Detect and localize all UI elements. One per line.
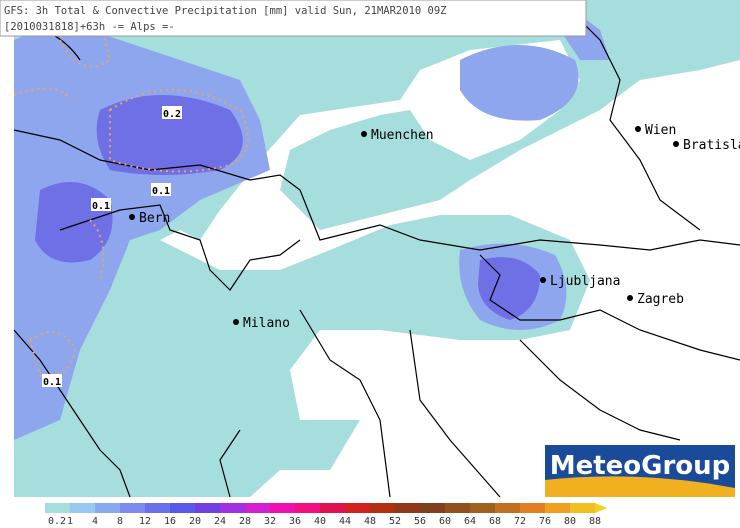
legend-label: 44 <box>339 516 351 527</box>
legend-swatch <box>545 503 570 513</box>
city-dot <box>129 214 135 220</box>
contour-label-box <box>162 106 182 119</box>
cities: Muenchen Wien Bratisla Bern Ljubljana Zagreb M… <box>129 123 740 331</box>
legend-label: 20 <box>189 516 201 527</box>
legend-label: 72 <box>514 516 526 527</box>
legend-label: 40 <box>314 516 326 527</box>
legend-label: 4 <box>92 516 98 527</box>
legend-swatch <box>420 503 445 513</box>
legend-label: 48 <box>364 516 376 527</box>
contour-label: 0.1 <box>43 377 61 388</box>
legend-swatch <box>220 503 245 513</box>
legend-label: 12 <box>139 516 151 527</box>
city-label: Milano <box>243 316 290 331</box>
legend-label: 68 <box>489 516 501 527</box>
legend-label: 88 <box>589 516 601 527</box>
city-label: Zagreb <box>637 292 684 307</box>
city-dot <box>361 131 367 137</box>
city-label: Bern <box>139 211 170 226</box>
contour-label-box <box>151 183 171 196</box>
city-label: Wien <box>645 123 676 138</box>
legend-swatch <box>70 503 95 513</box>
legend-swatch <box>95 503 120 513</box>
city-dot <box>673 141 679 147</box>
legend-swatch <box>495 503 520 513</box>
legend-label: 64 <box>464 516 476 527</box>
contour-label-box <box>91 198 111 211</box>
country-borders <box>13 0 740 498</box>
city-dot <box>627 295 633 301</box>
city-dot <box>540 277 546 283</box>
legend-swatch <box>520 503 545 513</box>
legend-label: 56 <box>414 516 426 527</box>
logo-text: MeteoGroup <box>550 451 731 481</box>
legend-label: 16 <box>164 516 176 527</box>
legend-swatch <box>570 503 595 513</box>
legend-swatch <box>170 503 195 513</box>
contour-label: 0.2 <box>163 109 181 120</box>
legend-swatch <box>145 503 170 513</box>
legend: 0.2 1 4 8 12 16 20 24 28 32 36 40 44 48 52 56 60 64 68 72 76… <box>45 503 607 527</box>
contours <box>13 19 249 377</box>
legend-swatch <box>270 503 295 513</box>
legend-swatch <box>445 503 470 513</box>
contour-labels: 0.2 0.1 0.1 0.1 <box>42 106 182 388</box>
city-label: Bratisla <box>683 138 740 153</box>
legend-label: 0.2 <box>48 516 66 527</box>
legend-label: 8 <box>117 516 123 527</box>
legend-label: 24 <box>214 516 226 527</box>
legend-label: 52 <box>389 516 401 527</box>
contour-label: 0.1 <box>152 186 170 197</box>
legend-swatch <box>370 503 395 513</box>
header-line: [2010031818]+63h -= Alps =- <box>4 21 175 33</box>
legend-label: 80 <box>564 516 576 527</box>
legend-label: 28 <box>239 516 251 527</box>
city-label: Ljubljana <box>550 274 620 289</box>
legend-label: 1 <box>67 516 73 527</box>
legend-swatch <box>245 503 270 513</box>
legend-label: 36 <box>289 516 301 527</box>
legend-swatch <box>345 503 370 513</box>
city-dot <box>233 319 239 325</box>
legend-swatch <box>195 503 220 513</box>
legend-label: 76 <box>539 516 551 527</box>
legend-swatch <box>470 503 495 513</box>
header-box <box>0 0 587 37</box>
legend-swatch <box>295 503 320 513</box>
legend-swatch <box>45 503 70 513</box>
header-line: GFS: 3h Total & Convective Precipitation… <box>4 5 447 17</box>
legend-label: 60 <box>439 516 451 527</box>
city-dot <box>635 126 641 132</box>
contour-label-box <box>42 374 62 387</box>
legend-swatch <box>120 503 145 513</box>
legend-label: 32 <box>264 516 276 527</box>
legend-swatch <box>320 503 345 513</box>
contour-label: 0.1 <box>92 201 110 212</box>
legend-swatch <box>395 503 420 513</box>
legend-arrow <box>595 503 607 513</box>
city-label: Muenchen <box>371 128 434 143</box>
logo-swoosh <box>545 476 735 497</box>
